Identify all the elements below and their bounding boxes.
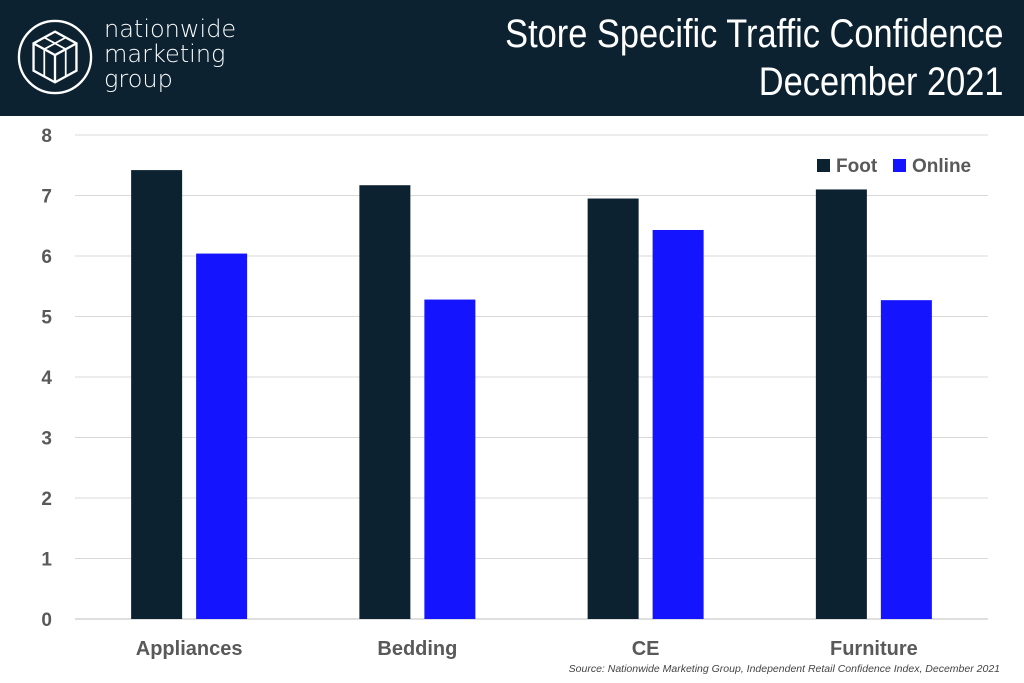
bar-foot (359, 185, 411, 619)
bar-chart: 0 1 2 3 4 5 6 7 8 Appliances Bedding CE Furniture Foo… (41, 126, 988, 660)
y-tick-label: 1 (41, 550, 52, 571)
x-tick-label: Furniture (830, 638, 918, 660)
cube-logo-icon (17, 19, 93, 95)
x-tick-label: Bedding (377, 638, 457, 660)
y-tick-label: 0 (41, 610, 52, 631)
y-tick-label: 3 (41, 429, 52, 450)
header-banner: nationwide marketing group Store Specifi… (0, 0, 1024, 116)
bar-online (652, 229, 704, 620)
legend-label: Online (912, 156, 971, 177)
source-note: Source: Nationwide Marketing Group, Inde… (568, 663, 1000, 675)
x-tick-label: Appliances (136, 638, 243, 660)
bar-online (880, 300, 932, 619)
title-line-1: Store Specific Traffic Confidence (505, 12, 1004, 56)
bar-foot (815, 189, 867, 619)
logo-line: marketing (104, 40, 226, 68)
legend-swatch (817, 159, 830, 172)
bar-online (196, 253, 248, 619)
logo-wordmark: nationwide marketing group (104, 17, 236, 92)
y-tick-label: 8 (41, 126, 52, 147)
chart-title: Store Specific Traffic Confidence Decemb… (506, 10, 1004, 106)
y-tick-label: 5 (41, 308, 52, 329)
bar-foot (131, 170, 183, 619)
bar-online (424, 299, 476, 619)
legend-swatch (893, 159, 906, 172)
title-line-2: December 2021 (759, 60, 1004, 104)
y-tick-label: 7 (41, 187, 52, 208)
y-tick-label: 2 (41, 489, 52, 510)
logo-line: nationwide (104, 15, 237, 43)
y-tick-label: 6 (41, 247, 52, 268)
logo-line: group (104, 65, 173, 93)
x-tick-label: CE (632, 638, 660, 660)
legend-label: Foot (836, 156, 878, 177)
bar-foot (587, 198, 639, 619)
y-tick-label: 4 (41, 368, 52, 389)
